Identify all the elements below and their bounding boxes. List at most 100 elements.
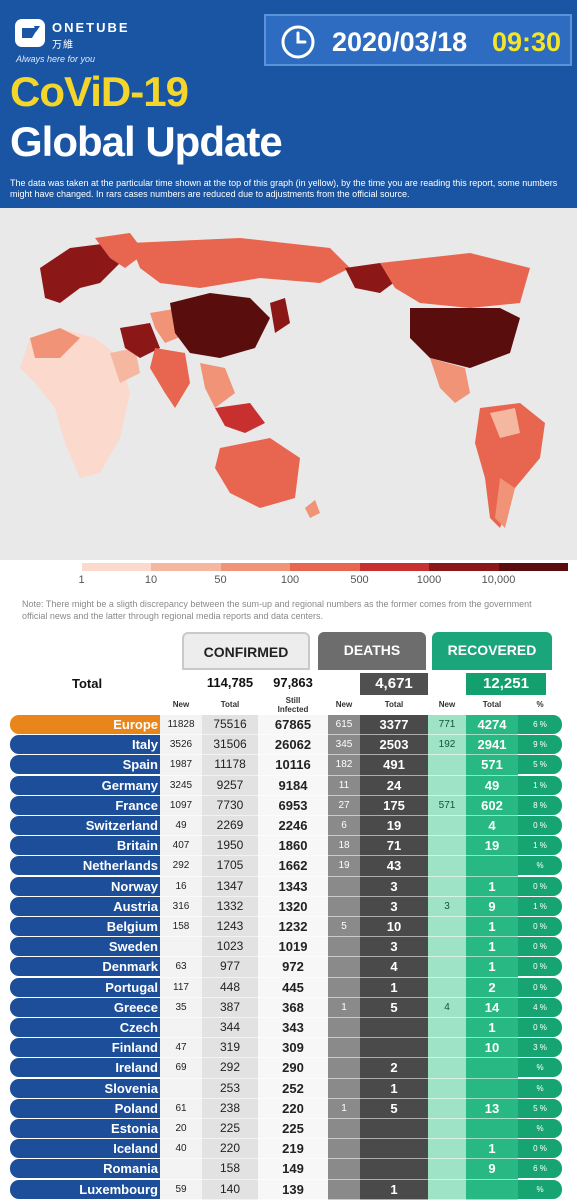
deaths-total [360, 1119, 428, 1138]
recovered-pct: 8 % [518, 795, 562, 815]
country-row: Belgium 158 1243 1232 5 10 1 0 % [10, 917, 568, 936]
recovered-new [428, 856, 466, 875]
recovered-new: 771 [438, 719, 456, 730]
row-divider [10, 936, 568, 938]
confirmed-total: 1243 [216, 919, 244, 933]
confirmed-new: 59 [175, 1183, 187, 1195]
country-name: Britain [10, 836, 160, 856]
header-banner: ONETUBE 万維 Always here for you 2020/03/1… [0, 0, 577, 208]
recovered-pct: 0 % [518, 937, 562, 957]
recovered-pct: 0 % [518, 1139, 562, 1159]
country-row: Denmark 63 977 972 4 1 0 % [10, 957, 568, 977]
recovered-total: 1 [488, 1020, 496, 1035]
confirmed-total: 140 [219, 1181, 241, 1196]
country-name: Switzerland [10, 816, 160, 835]
country-row: Iceland 40 220 219 1 0 % [10, 1139, 568, 1159]
country-row: Ireland 69 292 290 2% [10, 1058, 568, 1078]
deaths-new: 19 [338, 860, 350, 872]
deaths-new [328, 1079, 360, 1098]
recovered-pct: 5 % [518, 755, 562, 775]
deaths-new [328, 978, 360, 997]
country-name: Iceland [10, 1139, 160, 1159]
col-deaths-new: New [335, 700, 353, 709]
country-row: Germany 3245 9257 9184 11 24 49 1 % [10, 775, 568, 795]
country-row: Netherlands 292 1705 1662 19 43% [10, 856, 568, 876]
tab-recovered[interactable]: RECOVERED [432, 632, 552, 670]
still-infected: 252 [282, 1080, 304, 1096]
country-row: Norway 16 1347 1343 3 1 0 % [10, 876, 568, 896]
legend-swatch [151, 563, 221, 571]
recovered-total [466, 1180, 518, 1199]
confirmed-new: 69 [175, 1062, 187, 1074]
row-divider [10, 734, 568, 736]
country-name: Estonia [10, 1119, 160, 1138]
onetube-logo-icon [15, 19, 45, 47]
confirmed-total: 11178 [214, 757, 246, 772]
country-row: Greece 35 387 368 1 5 4 14 4 % [10, 997, 568, 1017]
tab-confirmed[interactable]: CONFIRMED [182, 632, 310, 670]
col-deaths-total: Total [384, 700, 404, 709]
country-row: Britain 407 1950 1860 18 71 19 1 % [10, 836, 568, 856]
country-name: Norway [10, 876, 160, 896]
deaths-new [328, 1038, 360, 1057]
tab-deaths[interactable]: DEATHS [318, 632, 426, 670]
deaths-new [328, 1159, 360, 1178]
deaths-total: 3 [390, 878, 398, 894]
confirmed-new: 11828 [167, 719, 195, 730]
legend-swatch [429, 563, 499, 571]
deaths-total: 1 [390, 1181, 398, 1197]
deaths-new: 18 [338, 840, 350, 852]
still-infected: 6953 [278, 797, 308, 813]
deaths-new: 615 [335, 719, 353, 730]
recovered-pct: 6 % [518, 715, 562, 734]
country-row: Romania 158 149 9 6 % [10, 1159, 568, 1179]
recovered-new [428, 1139, 466, 1158]
legend-swatch [359, 563, 429, 571]
col-bg [428, 715, 466, 1200]
report-date: 2020/03/18 [332, 27, 468, 57]
deaths-total: 3 [390, 898, 398, 914]
country-row: Austria 316 1332 1320 3 3 9 1 % [10, 896, 568, 916]
confirmed-total: 977 [219, 959, 241, 974]
confirmed-new: 292 [172, 860, 190, 872]
confirmed-new [160, 1159, 202, 1178]
recovered-pct: 1 % [518, 775, 562, 795]
recovered-total: 12,251 [466, 673, 546, 695]
deaths-total: 2503 [379, 737, 409, 753]
brand-block: ONETUBE 万維 Always here for you [14, 14, 154, 66]
confirmed-new [160, 1079, 202, 1098]
recovered-total: 14 [484, 999, 500, 1015]
confirmed-new [160, 937, 202, 956]
row-divider [10, 835, 568, 837]
col-bg [258, 715, 328, 1200]
confirmed-total: 9257 [216, 777, 244, 792]
still-infected: 2246 [278, 818, 308, 833]
row-divider [10, 895, 568, 897]
recovered-pct: 0 % [518, 957, 562, 977]
recovered-new [428, 816, 466, 835]
still-infected: 1662 [278, 858, 308, 874]
deaths-total: 4 [390, 959, 398, 975]
recovered-total [466, 1079, 518, 1098]
confirmed-total: 7730 [216, 797, 244, 812]
timestamp-box: 2020/03/18 09:30 [264, 14, 572, 66]
recovered-new [428, 755, 466, 774]
confirmed-new: 316 [172, 900, 190, 912]
country-row: Slovenia 253 252 1% [10, 1078, 568, 1098]
confirmed-new: 20 [175, 1123, 187, 1134]
col-bg [466, 715, 518, 1200]
still-infected: 67865 [274, 717, 312, 732]
confirmed-new: 16 [175, 880, 187, 892]
country-name: Portugal [10, 977, 160, 997]
world-map-graphic [20, 233, 545, 528]
col-recovered-total: Total [482, 700, 502, 709]
row-divider [10, 855, 568, 857]
confirmed-new: 3245 [169, 779, 193, 791]
still-infected: 225 [282, 1121, 304, 1136]
deaths-new [328, 957, 360, 976]
col-bg [160, 715, 202, 1200]
still-infected: 290 [282, 1060, 304, 1076]
deaths-total: 71 [386, 838, 402, 854]
recovered-pct: 0 % [518, 816, 562, 835]
still-infected: 219 [282, 1141, 304, 1157]
